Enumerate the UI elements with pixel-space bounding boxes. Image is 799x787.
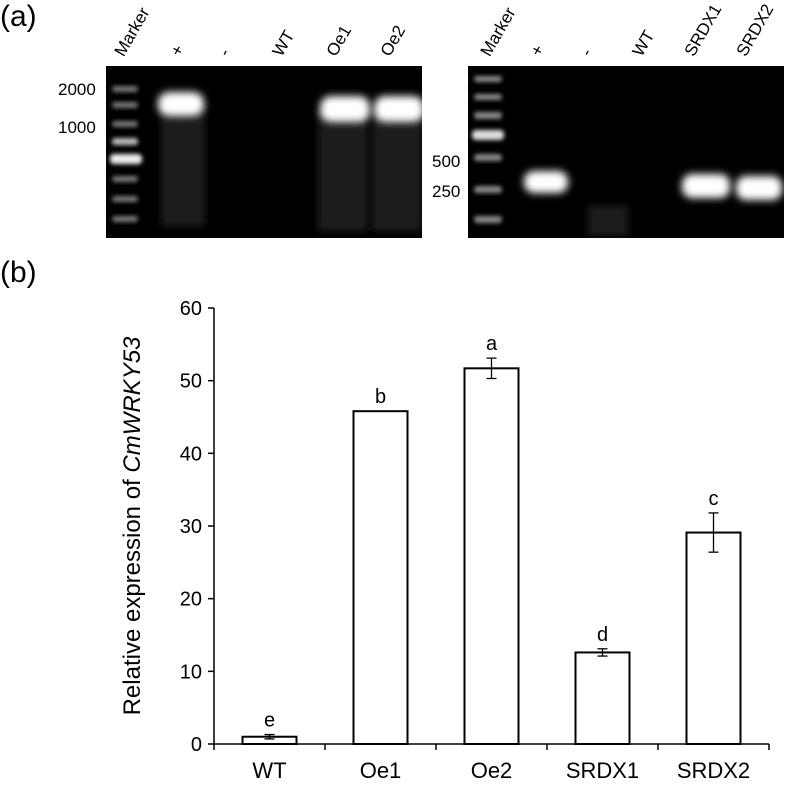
x-tick-label-2: Oe2 [471, 758, 513, 783]
significance-label-0: e [264, 710, 275, 732]
x-tick-label-1: Oe1 [360, 758, 402, 783]
band-positive-right [524, 171, 568, 193]
y-tick-label-4: 40 [180, 443, 202, 465]
size-label-250: 250 [432, 182, 461, 201]
bar-1 [352, 410, 409, 745]
y-tick-label-0: 0 [191, 734, 202, 756]
gel-right-bands [472, 76, 782, 236]
y-tick-label-5: 50 [180, 371, 202, 393]
band-oe2 [374, 96, 422, 122]
y-tick-label-1: 10 [180, 661, 202, 683]
x-tick-label-3: SRDX1 [566, 758, 639, 783]
band-srdx1 [682, 174, 730, 198]
y-tick-label-3: 30 [180, 516, 202, 538]
gel-image-left [106, 66, 422, 238]
y-tick-label-6: 60 [180, 298, 202, 320]
marker-ladder-right [472, 76, 504, 223]
x-tick-label-4: SRDX2 [677, 758, 750, 783]
y-tick-label-2: 20 [180, 589, 202, 611]
significance-label-4: c [709, 488, 719, 510]
marker-ladder-left [110, 86, 142, 222]
band-oe1 [320, 96, 370, 122]
y-axis-label-prefix: Relative expression of [119, 473, 146, 716]
x-tick-label-0: WT [252, 758, 286, 783]
significance-label-2: a [486, 333, 498, 355]
y-axis-label: Relative expression of CmWRKY53 [119, 336, 146, 715]
bar-3 [574, 651, 631, 745]
bar-4 [685, 531, 742, 745]
gel-left-bands [110, 86, 422, 231]
panel-label-b: (b) [0, 256, 37, 289]
band-srdx2 [736, 176, 782, 200]
size-label-500: 500 [432, 152, 461, 171]
significance-label-3: d [597, 624, 608, 646]
size-label-1000: 1000 [58, 118, 96, 137]
gel-image-right [468, 66, 784, 238]
band-positive-left [158, 92, 204, 116]
y-axis-label-gene: CmWRKY53 [119, 336, 146, 473]
panel-label-a: (a) [0, 0, 37, 33]
size-label-2000: 2000 [58, 80, 96, 99]
bar-2 [463, 367, 520, 745]
significance-label-1: b [375, 386, 386, 408]
